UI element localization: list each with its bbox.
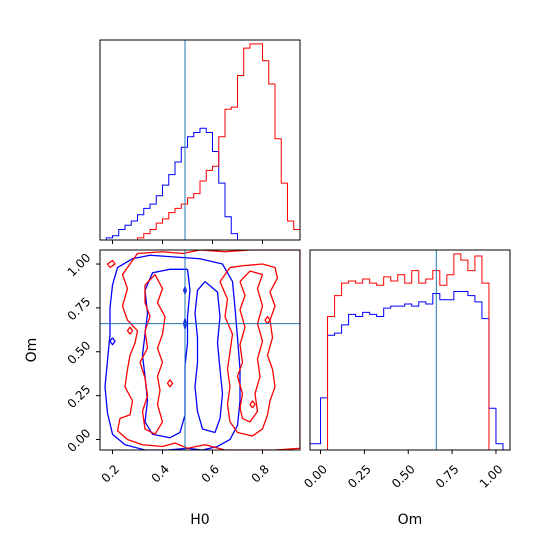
contour-series-b-1 [139, 273, 166, 435]
contour-series-b-7 [264, 316, 271, 325]
contour-series-b-6 [166, 379, 174, 388]
contour-series-b-8 [249, 400, 256, 409]
h0-histogram-frame [99, 39, 301, 241]
h0-axis-label: H0 [190, 512, 209, 528]
contour-panel-frame [99, 249, 301, 451]
h0-x-tick-label: 0.6 [199, 462, 222, 485]
contour-series-a-5 [109, 337, 116, 346]
om-x-tick-label: 1.00 [477, 462, 506, 491]
om-x-tick-label: 0.25 [345, 462, 374, 491]
om-histogram-frame [309, 249, 511, 451]
om-histogram-series-a [309, 290, 510, 451]
h0-x-tick-label: 0.4 [149, 462, 172, 485]
om-y-tick-label: 0.50 [65, 338, 94, 367]
h0-x-tick-label: 0.2 [99, 462, 122, 485]
contour-series-b-2 [219, 263, 279, 437]
contour-series-a-1 [141, 268, 191, 439]
om-y-tick-label: 0.00 [65, 426, 94, 455]
om-y-axis-label: Om [24, 338, 40, 363]
contour-group [104, 250, 300, 450]
om-x-tick-label: 0.00 [301, 462, 330, 491]
om-x-tick-label: 0.75 [433, 462, 462, 491]
om-histogram-panel: 0.00 0.25 0.50 0.75 1.00 [301, 249, 511, 491]
h0-om-contour-panel: 0.2 0.4 0.6 0.8 0.00 0.25 0.50 0.75 1.00 [65, 249, 301, 486]
om-y-tick-label: 0.25 [65, 382, 94, 411]
om-x-tick-label: 0.50 [389, 462, 418, 491]
h0-histogram-series-b [100, 43, 301, 241]
contour-series-a-0 [104, 254, 241, 450]
contour-series-b-5 [126, 326, 134, 335]
om-axis-label: Om [398, 512, 423, 528]
h0-histogram-panel [99, 39, 301, 244]
om-y-tick-label: 1.00 [65, 251, 94, 280]
contour-series-a-2 [194, 281, 224, 434]
h0-x-tick-label: 0.8 [249, 462, 272, 485]
om-y-tick-label: 0.75 [65, 294, 94, 323]
om-histogram-series-b [310, 253, 510, 451]
contour-series-b-3 [236, 270, 264, 423]
contour-series-b-4 [106, 259, 116, 269]
